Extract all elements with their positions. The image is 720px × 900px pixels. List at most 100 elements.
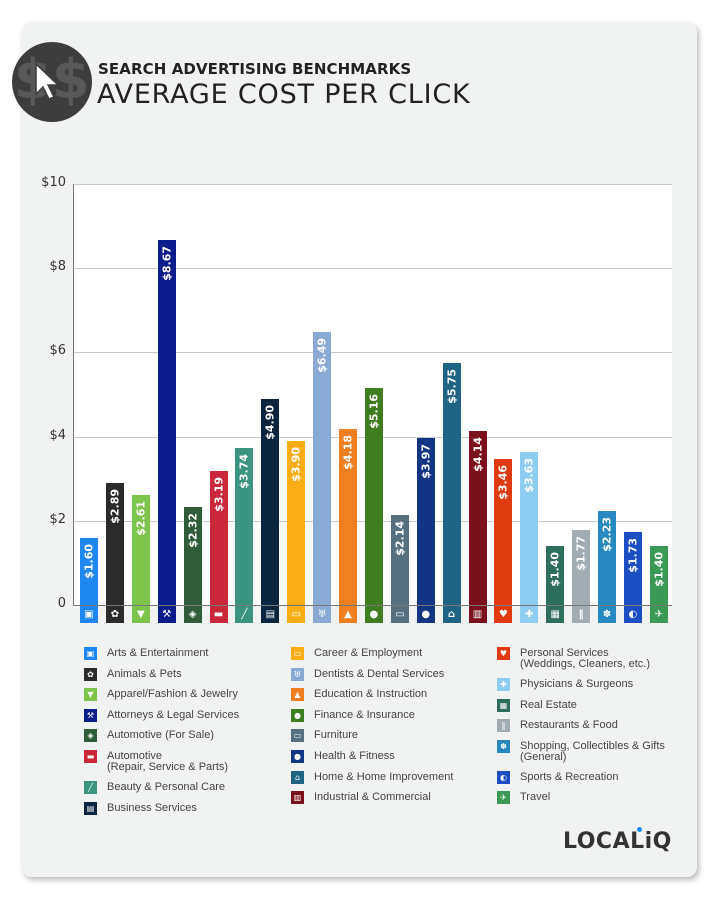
legend-item: ⌂ Home & Home Improvement (291, 770, 454, 784)
legend-label: Furniture (314, 729, 359, 742)
house-icon: ⌂ (291, 770, 304, 784)
legend-item: ● Health & Fitness (291, 750, 395, 763)
document-icon: ▤ (261, 606, 280, 623)
legend-item: ◐ Sports & Recreation (497, 770, 618, 784)
bar[interactable]: $3.90 (287, 440, 306, 605)
bar-value-label: $2.14 (393, 520, 407, 556)
armchair-icon: ▭ (291, 729, 304, 743)
price-tag-icon: ◈ (84, 729, 97, 743)
helping-hand-icon: ♥ (497, 647, 510, 660)
bar-value-label: $2.89 (108, 489, 122, 525)
legend-label: Physicians & Surgeons (520, 678, 634, 690)
armchair-icon: ▭ (390, 606, 409, 623)
bar[interactable]: $1.73 (623, 532, 642, 605)
bar[interactable]: $1.77 (572, 530, 591, 605)
gift-bow-icon: ✽ (598, 606, 616, 623)
shirt-icon: ▼ (84, 688, 97, 702)
legend-label: Automotive (For Sale) (107, 729, 214, 742)
bar-value-label: $1.40 (652, 552, 666, 587)
legend-label: Apparel/Fashion & Jewelry (107, 688, 238, 701)
bar[interactable]: $2.32 (183, 507, 202, 605)
legend-item: ‖ Restaurants & Food (497, 719, 618, 733)
legend-label: Dentists & Dental Services (314, 667, 445, 680)
bar[interactable]: $4.90 (261, 398, 280, 605)
bar[interactable]: $3.46 (494, 459, 513, 605)
cursor-arrow-icon (35, 62, 60, 100)
bar[interactable]: $3.19 (209, 470, 228, 605)
legend-item: ♥ Personal Services (Weddings, Cleaners, e… (497, 647, 650, 670)
y-tick-label: $10 (41, 175, 66, 190)
bar-value-label: $1.77 (574, 536, 588, 572)
picture-icon: ▣ (84, 647, 97, 660)
bar[interactable]: $2.89 (105, 483, 124, 605)
legend-item: ✿ Animals & Pets (84, 667, 182, 681)
airplane-icon: ✈ (649, 606, 668, 623)
legend-label: Career & Employment (314, 647, 423, 659)
bar-value-label: $4.18 (341, 435, 355, 470)
y-tick-label: $4 (49, 427, 66, 443)
ball-icon: ◐ (623, 606, 642, 623)
shirt-icon: ▼ (131, 606, 150, 623)
legend-item: ⚒ Attorneys & Legal Services (84, 708, 240, 722)
bar[interactable]: $3.74 (235, 447, 254, 605)
legend-item: ♅ Dentists & Dental Services (291, 667, 445, 681)
storefront-icon: ▦ (497, 698, 510, 712)
bar-value-label: $5.75 (445, 368, 459, 404)
x-axis-line (74, 605, 672, 606)
fork-knife-icon: ‖ (497, 719, 510, 733)
document-icon: ▤ (84, 801, 97, 815)
legend-item: ✽ Shopping, Collectibles & Gifts (General) (497, 739, 665, 763)
apple-icon: ● (416, 606, 435, 623)
bar-value-label: $8.67 (160, 245, 174, 281)
legend-item: ▭ Career & Employment (291, 647, 422, 660)
bar[interactable]: $1.60 (80, 537, 98, 605)
bar[interactable]: $2.14 (390, 514, 409, 605)
storefront-icon: ▦ (546, 606, 565, 623)
house-icon: ⌂ (442, 606, 461, 623)
page-title: AVERAGE COST PER CLICK (97, 79, 471, 110)
y-axis-line (73, 184, 74, 606)
gift-bow-icon: ✽ (497, 739, 510, 753)
bar-value-label: $3.46 (496, 465, 510, 501)
bar[interactable]: $4.14 (468, 430, 487, 605)
legend-label: Attorneys & Legal Services (107, 708, 240, 721)
y-tick-label: $2 (49, 511, 66, 527)
gridline (74, 268, 672, 270)
legend-item: ▤ Business Services (84, 801, 197, 815)
bar[interactable]: $1.40 (649, 546, 668, 605)
legend-label: Home & Home Improvement (314, 770, 454, 783)
legend-label: Education & Instruction (314, 688, 428, 701)
bar[interactable]: $3.97 (416, 437, 435, 605)
legend-label: Arts & Entertainment (107, 647, 209, 659)
car-icon: ▬ (209, 606, 228, 623)
bar[interactable]: $8.67 (157, 239, 176, 605)
bar[interactable]: $3.63 (520, 452, 539, 605)
legend-label: Restaurants & Food (520, 719, 618, 732)
bar-value-label: $5.16 (367, 393, 381, 429)
legend-item: ● Finance & Insurance (291, 708, 415, 722)
factory-icon: ▥ (291, 791, 304, 805)
legend-label: Business Services (107, 801, 197, 814)
bar[interactable]: $2.23 (598, 511, 616, 605)
airplane-icon: ✈ (497, 791, 510, 805)
legend-item: ▣ Arts & Entertainment (84, 647, 209, 660)
bar[interactable]: $1.40 (546, 546, 565, 605)
bar-value-label: $6.49 (315, 337, 329, 373)
legend-item: ▲ Education & Instruction (291, 688, 428, 702)
bar[interactable]: $2.61 (131, 495, 150, 605)
legend-label: Automotive (Repair, Service & Parts) (107, 750, 229, 773)
bar-value-label: $1.60 (82, 543, 96, 579)
bar-value-label: $3.90 (289, 446, 303, 482)
bar[interactable]: $5.75 (442, 362, 461, 605)
bar[interactable]: $4.18 (339, 429, 357, 605)
bar[interactable]: $5.16 (364, 387, 383, 605)
dollar-cursor-badge: $ $ (12, 42, 92, 122)
bar-value-label: $1.40 (548, 552, 562, 587)
factory-icon: ▥ (468, 606, 487, 623)
briefcase-icon: ▭ (287, 606, 306, 623)
medical-cross-icon: ✚ (497, 678, 510, 691)
apple-icon: ● (291, 750, 304, 763)
car-icon: ▬ (84, 750, 97, 763)
helping-hand-icon: ♥ (494, 606, 513, 623)
bar[interactable]: $6.49 (313, 331, 332, 605)
